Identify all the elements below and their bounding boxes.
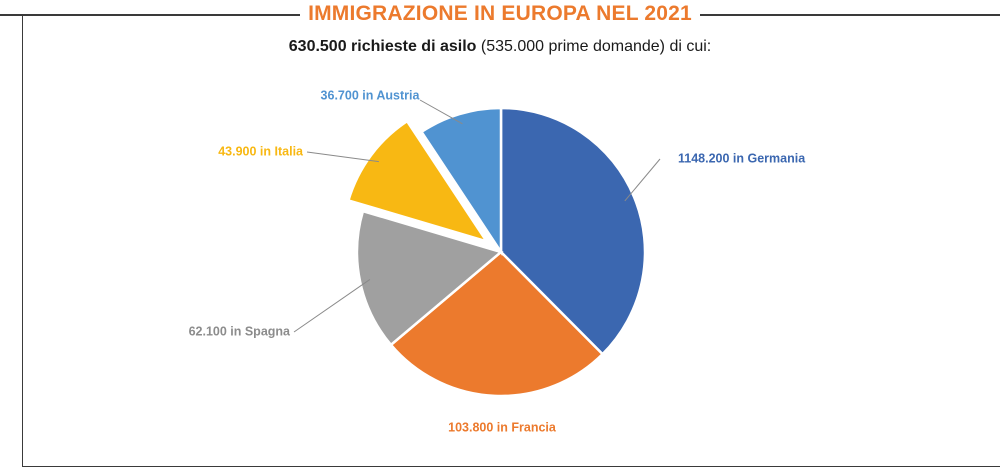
leader-line — [293, 279, 371, 333]
slice-label: 1148.200 in Germania — [678, 151, 806, 165]
pie-slice — [389, 250, 605, 398]
title-rule-right — [700, 14, 1000, 16]
slice-label: 43.900 in Italia — [218, 144, 304, 158]
leader-line — [419, 99, 463, 125]
pie-slice — [355, 209, 504, 347]
frame-bottom-border — [22, 466, 1000, 467]
pie-slice — [346, 119, 490, 244]
chart-title: IMMIGRAZIONE IN EUROPA NEL 2021 — [308, 2, 692, 25]
slice-label: 62.100 in Spagna — [189, 324, 291, 338]
leader-line — [306, 151, 379, 163]
pie-slice — [419, 106, 503, 257]
slice-label: 103.800 in Francia — [448, 420, 557, 434]
pie-slice — [499, 106, 647, 356]
leader-line — [624, 158, 661, 202]
chart-subtitle: 630.500 richieste di asilo (535.000 prim… — [0, 38, 1000, 56]
subtitle-rest: (535.000 prime domande) di cui: — [476, 38, 712, 55]
title-rule-left — [0, 14, 300, 16]
slice-label: 36.700 in Austria — [321, 88, 421, 102]
subtitle-bold: 630.500 richieste di asilo — [288, 38, 477, 55]
frame-left-border — [22, 14, 23, 466]
